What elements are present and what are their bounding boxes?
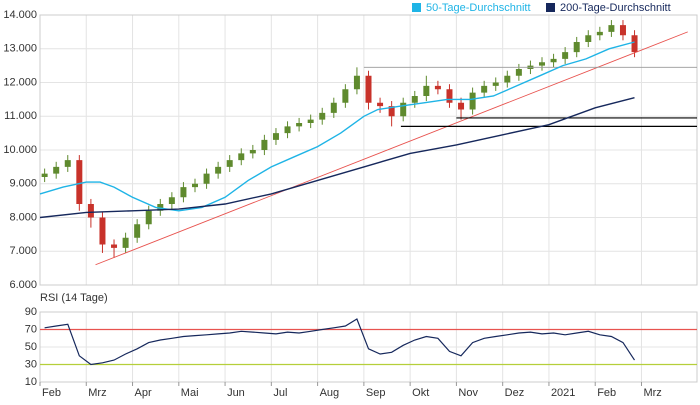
candle-body (342, 89, 349, 103)
y-tick-label: 12.000 (3, 76, 37, 88)
candle-body (111, 244, 118, 248)
legend-swatch (412, 3, 421, 12)
x-tick-label: Aug (320, 387, 340, 399)
candle-body (180, 187, 187, 198)
candle-body (238, 153, 245, 161)
candle-body (458, 102, 465, 110)
y-tick-label: 50 (25, 341, 37, 353)
x-tick-label: Feb (597, 387, 616, 399)
candle-body (504, 75, 511, 83)
candle-body (492, 82, 499, 86)
candle-body (608, 25, 615, 32)
candle-body (307, 119, 314, 123)
candle-body (400, 102, 407, 117)
y-tick-label: 6.000 (9, 279, 37, 291)
y-tick-label: 9.000 (9, 178, 37, 190)
rsi-line (44, 318, 636, 366)
candle-body (249, 150, 256, 154)
candle-body (284, 126, 291, 134)
x-tick-label: Jul (273, 387, 287, 399)
candle-body (87, 204, 94, 218)
ma-line (39, 97, 635, 219)
candle-body (377, 102, 384, 107)
rsi-title: RSI (14 Tage) (40, 292, 108, 304)
candle-body (539, 62, 546, 66)
candle-body (446, 89, 453, 103)
candle-body (562, 52, 569, 59)
candle-body (99, 217, 106, 245)
x-tick-label: Feb (42, 387, 61, 399)
candle-body (191, 183, 198, 188)
x-tick-label: Okt (412, 387, 429, 399)
candle-body (631, 35, 638, 53)
x-tick-label: Mrz (643, 387, 661, 399)
legend-swatch (546, 3, 555, 12)
x-tick-label: Mai (181, 387, 199, 399)
y-tick-label: 7.000 (9, 245, 37, 257)
candle-body (365, 75, 372, 103)
candle-body (319, 112, 326, 120)
candle-body (353, 75, 360, 90)
candle-body (261, 139, 268, 150)
y-tick-label: 11.000 (4, 110, 37, 122)
candle-body (573, 42, 580, 53)
y-tick-label: 13.000 (3, 43, 37, 55)
candle-body (585, 35, 592, 42)
candle-body (134, 224, 141, 238)
candle-body (434, 85, 441, 90)
candle-body (550, 58, 557, 63)
candle-body (168, 197, 175, 204)
y-tick-label: 30 (25, 358, 37, 370)
x-tick-label: Nov (458, 387, 478, 399)
candle-body (411, 96, 418, 103)
x-tick-label: Mrz (88, 387, 106, 399)
candle-body (330, 102, 337, 113)
plot-frame (39, 14, 698, 286)
ma-line (39, 41, 635, 212)
candle-body (469, 92, 476, 110)
candle-body (53, 166, 60, 174)
legend-label: 50-Tage-Durchschnitt (426, 2, 531, 14)
legend-label: 200-Tage-Durchschnitt (560, 2, 671, 14)
plot-frame (39, 311, 698, 383)
candle-body (515, 69, 522, 76)
y-tick-label: 10 (25, 376, 37, 388)
y-tick-label: 14.000 (3, 9, 37, 21)
candle-body (388, 106, 395, 117)
candle-body (619, 25, 626, 36)
candle-body (145, 210, 152, 225)
x-tick-label: Jun (227, 387, 245, 399)
candle-body (272, 133, 279, 140)
candle-body (203, 173, 210, 184)
candle-body (481, 85, 488, 93)
candle-body (596, 31, 603, 36)
candle-body (423, 85, 430, 96)
candle-body (215, 166, 222, 174)
candle-body (296, 123, 303, 127)
candle-body (226, 160, 233, 167)
annotation-line (95, 31, 688, 266)
y-tick-label: 8.000 (9, 211, 37, 223)
x-tick-label: Sep (366, 387, 386, 399)
candle-body (64, 160, 71, 167)
x-tick-label: Apr (135, 387, 152, 399)
candle-body (122, 237, 129, 248)
y-tick-label: 90 (25, 306, 37, 318)
y-tick-label: 10.000 (3, 144, 37, 156)
x-tick-label: 2021 (551, 387, 575, 399)
y-tick-label: 70 (25, 323, 37, 335)
candle-body (41, 173, 48, 177)
x-tick-label: Dez (505, 387, 525, 399)
candle-body (76, 160, 83, 204)
